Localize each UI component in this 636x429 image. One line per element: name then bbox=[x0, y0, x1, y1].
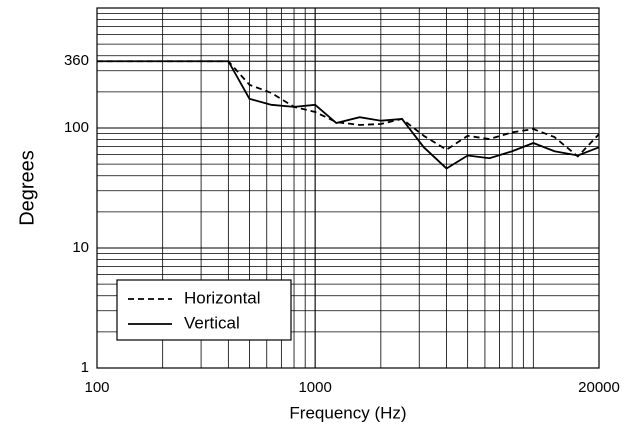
y-tick-label: 1 bbox=[81, 359, 89, 376]
line bbox=[97, 60, 600, 170]
plot-frame bbox=[96, 7, 600, 369]
legend-label: Vertical bbox=[184, 313, 240, 332]
x-tick-label: 20000 bbox=[578, 379, 620, 396]
x-tick-label: 100 bbox=[84, 379, 109, 396]
legend-box bbox=[116, 279, 292, 341]
y-tick-label: 100 bbox=[64, 119, 89, 136]
x-axis-title: Frequency (Hz) bbox=[289, 403, 406, 422]
y-tick-label: 360 bbox=[64, 52, 89, 69]
legend-label: Horizontal bbox=[184, 288, 261, 307]
y-axis-title: Degrees bbox=[16, 150, 38, 226]
x-tick-label: 1000 bbox=[298, 379, 331, 396]
y-tick-label: 10 bbox=[72, 239, 89, 256]
